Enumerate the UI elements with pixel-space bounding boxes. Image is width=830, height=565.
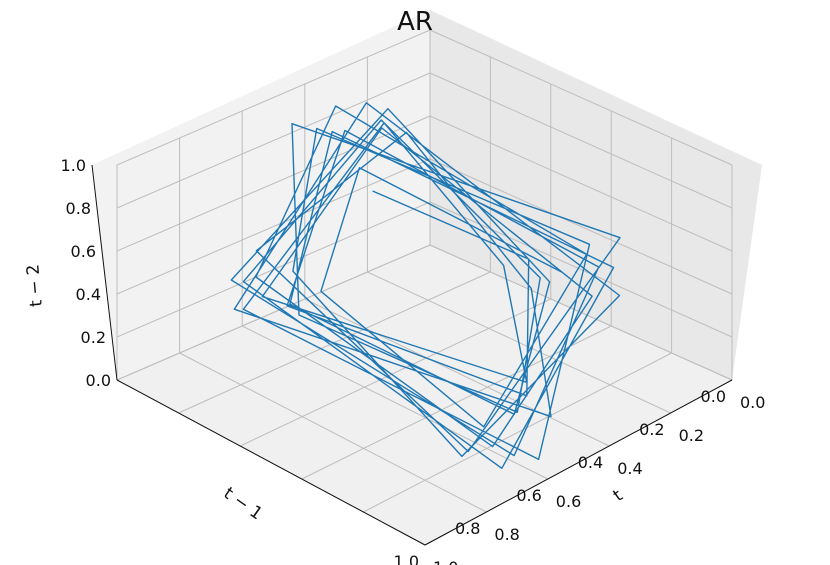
floor-grid-line (241, 325, 549, 480)
z-tick-label: 1.0 (61, 156, 86, 175)
z-tick-label: 0.6 (71, 242, 96, 261)
back-right-pane (430, 10, 762, 380)
y-axis-label: t − 1 (220, 484, 266, 525)
wall-grid-line (429, 29, 733, 166)
x-tick-label: 0.8 (494, 525, 519, 544)
wall-grid-line (116, 115, 431, 252)
z-tick-label: 0.8 (66, 199, 91, 218)
wall-grid-line (116, 244, 431, 381)
z-axis-label: t − 2 (23, 263, 47, 307)
floor-pane (117, 245, 732, 545)
y-axis-spine (116, 379, 426, 546)
y-tick-label: 0.2 (639, 420, 664, 439)
y-tick-label: 0.8 (455, 519, 480, 538)
axis-ticks: 0.0 0.2 0.4 0.6 0.8 1.0 0.0 0.2 0.4 0.6 0.8 1.0 0.0 0… (61, 156, 766, 565)
x-tick-label: 0.2 (679, 426, 704, 445)
y-tick-label: 0.0 (701, 387, 726, 406)
floor-grid-line (301, 325, 612, 480)
wall-grid-line (116, 158, 431, 295)
y-tick-label: 0.4 (578, 453, 603, 472)
z-tick-label: 0.2 (81, 328, 106, 347)
y-tick-label: 0.6 (516, 486, 541, 505)
y-tick-label: 1.0 (394, 552, 419, 565)
x-tick-label: 1.0 (433, 558, 458, 565)
z-tick-label: 0.4 (76, 285, 101, 304)
wall-grid-line (429, 158, 733, 295)
z-axis-spine (91, 164, 118, 381)
floor-grid-line (179, 352, 487, 513)
z-tick-label: 0.0 (86, 371, 111, 390)
wall-grid-line (116, 72, 431, 209)
x-axis-label: t (610, 486, 627, 506)
x-tick-label: 0.6 (556, 492, 581, 511)
wall-grid-line (429, 72, 733, 209)
floor-grid-line (363, 352, 672, 513)
chart-title: AR (397, 7, 433, 37)
wall-grid-line (429, 115, 733, 252)
x-tick-label: 0.0 (740, 393, 765, 412)
x-axis-spine (424, 379, 733, 546)
wall-grid-line (116, 29, 431, 166)
floor-grid-line (239, 298, 552, 447)
x-tick-label: 0.4 (617, 459, 642, 478)
back-left-pane (92, 10, 430, 380)
floor-grid-line (304, 298, 610, 447)
ar-series-line (230, 102, 621, 469)
